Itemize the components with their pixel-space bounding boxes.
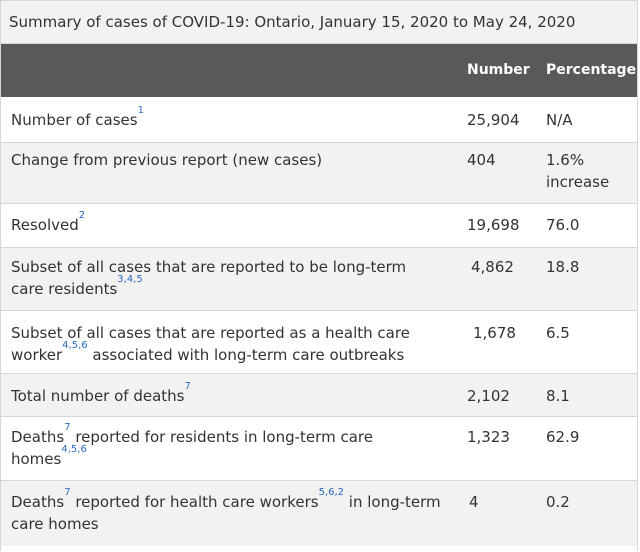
table-row: Number of cases1 25,904 N/A	[1, 97, 637, 143]
row-percentage: 18.8	[546, 258, 580, 276]
footnote-ref[interactable]: 3,4,5	[117, 274, 143, 285]
row-number: 4	[469, 493, 479, 511]
row-label: Subset of all cases that are reported as…	[11, 324, 410, 364]
footnote-ref[interactable]: 7	[64, 422, 71, 433]
row-percentage: 1.6% increase	[546, 151, 610, 191]
row-percentage: 76.0	[546, 216, 580, 234]
row-percentage: 6.5	[546, 324, 570, 342]
row-number: 1,678	[473, 324, 516, 342]
row-percentage: 8.1	[546, 387, 570, 405]
row-percentage: 0.2	[546, 493, 570, 511]
table-row: Resolved2 19,698 76.0	[1, 204, 637, 248]
footnote-ref[interactable]: 4,5,6	[62, 340, 88, 351]
table-row: Subset of all cases that are reported to…	[1, 248, 637, 311]
footnote-ref[interactable]: 2	[78, 210, 86, 221]
row-label: Total number of deaths7	[11, 381, 191, 406]
header-number: Number	[467, 62, 530, 78]
footnote-ref[interactable]: 1	[137, 105, 144, 116]
footnote-ref[interactable]: 7	[184, 381, 191, 392]
footnote-ref[interactable]: 7	[64, 487, 71, 498]
row-label: Resolved2	[11, 210, 86, 235]
row-label: Change from previous report (new cases)	[11, 151, 323, 169]
row-number: 25,904	[467, 111, 520, 129]
table-row: Deaths7 reported for health care workers…	[1, 481, 637, 546]
footnote-ref[interactable]: 4,5,6	[61, 444, 87, 455]
row-percentage: 62.9	[546, 428, 580, 446]
row-label: Number of cases1	[11, 105, 144, 130]
table-row: Change from previous report (new cases) …	[1, 143, 637, 204]
row-number: 19,698	[467, 216, 520, 234]
header-percentage: Percentage	[546, 62, 637, 78]
row-number: 404	[467, 151, 496, 169]
table-row: Deaths7 reported for residents in long-t…	[1, 417, 637, 481]
table-caption: Summary of cases of COVID-19: Ontario, J…	[1, 1, 637, 44]
row-label: Subset of all cases that are reported to…	[11, 258, 407, 298]
row-label: Deaths7 reported for residents in long-t…	[11, 422, 373, 469]
table-header: Number Percentage	[1, 44, 637, 97]
row-number: 1,323	[467, 428, 510, 446]
row-number: 2,102	[467, 387, 510, 405]
table-row: Total number of deaths7 2,102 8.1	[1, 374, 637, 417]
row-label: Deaths7 reported for health care workers…	[11, 487, 441, 534]
table-row: Subset of all cases that are reported as…	[1, 311, 637, 374]
footnote-ref[interactable]: 5,6,2	[318, 487, 345, 498]
row-number: 4,862	[471, 258, 514, 276]
row-percentage: N/A	[546, 111, 573, 129]
